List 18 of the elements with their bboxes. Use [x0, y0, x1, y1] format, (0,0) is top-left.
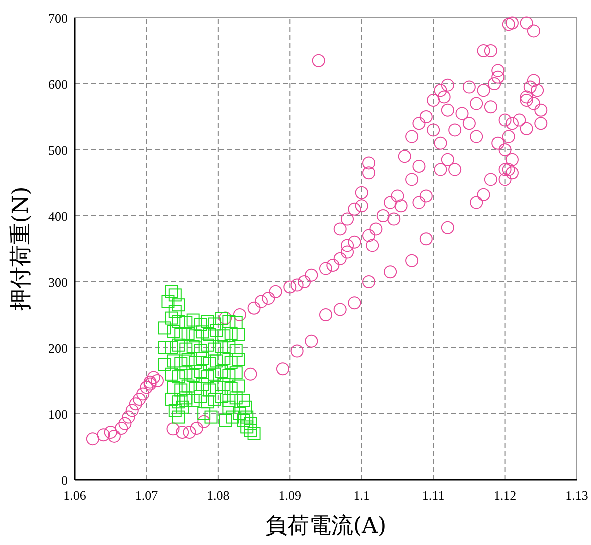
- x-tick-label: 1.11: [422, 488, 445, 503]
- y-tick-label: 700: [48, 11, 68, 26]
- x-tick-label: 1.08: [207, 488, 230, 503]
- x-tick-label: 1.1: [354, 488, 370, 503]
- x-axis-title: 負荷電流(A): [265, 514, 387, 539]
- y-tick-label: 0: [62, 473, 68, 488]
- y-tick-label: 400: [48, 209, 68, 224]
- y-tick-label: 300: [48, 275, 68, 290]
- x-tick-label: 1.13: [566, 488, 588, 503]
- y-axis-title: 押付荷重(N): [9, 186, 34, 312]
- y-tick-label: 100: [48, 407, 68, 422]
- y-tick-label: 500: [48, 143, 68, 158]
- y-tick-label: 200: [48, 341, 68, 356]
- x-tick-label: 1.12: [494, 488, 517, 503]
- y-tick-label: 600: [48, 77, 68, 92]
- x-tick-label: 1.07: [135, 488, 159, 503]
- x-tick-label: 1.06: [64, 488, 87, 503]
- x-tick-label: 1.09: [278, 488, 302, 503]
